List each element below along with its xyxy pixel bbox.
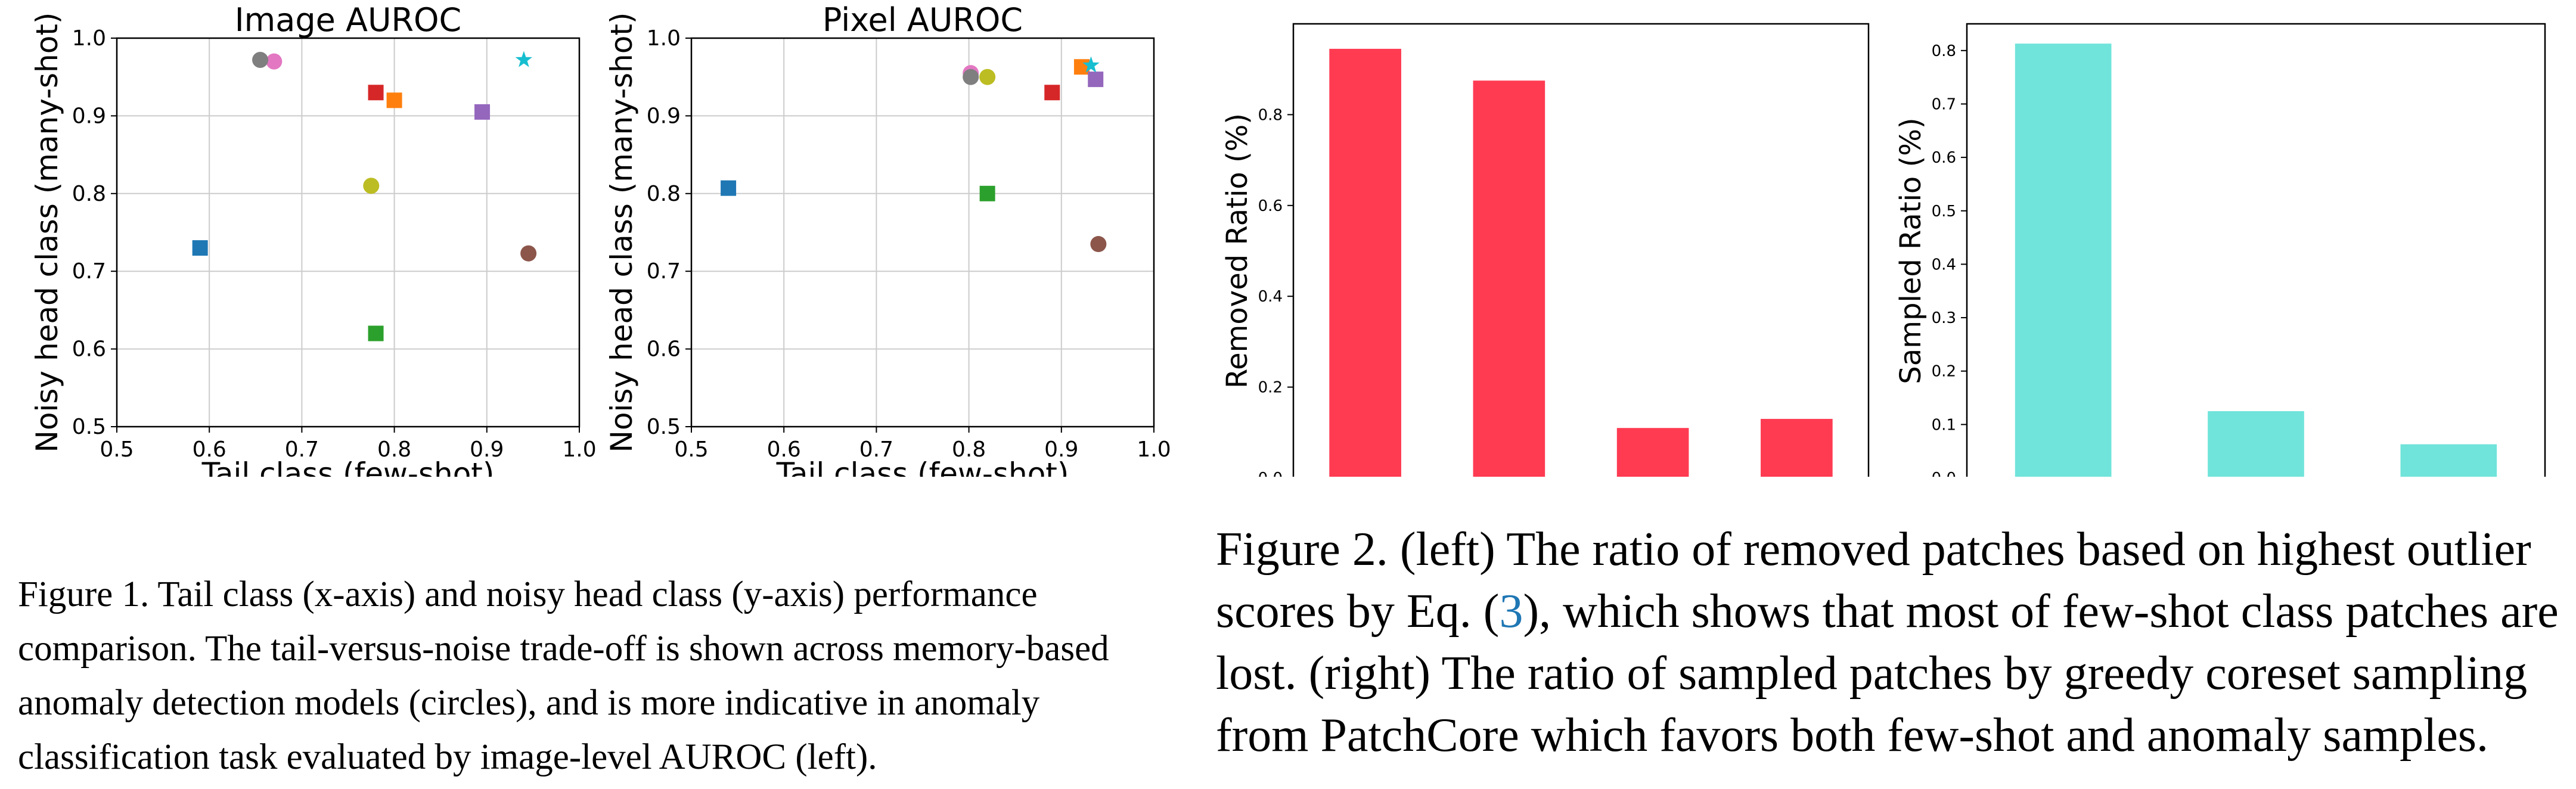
y-tick-label: 0.6: [72, 337, 106, 362]
point-patchcore: [1090, 236, 1107, 253]
x-tick-label: 0.8: [952, 437, 986, 462]
plot-frame: [1966, 23, 2546, 477]
y-tick-label: 0.9: [647, 104, 681, 128]
bar-many-shot: [1761, 418, 1833, 477]
point-efficientad: [368, 85, 384, 101]
y-tick-label: 0.4: [1258, 288, 1283, 306]
x-tick-label: 0.7: [859, 437, 893, 462]
y-tick-label: 0.8: [72, 182, 106, 206]
x-tick-label: 0.5: [100, 437, 134, 462]
point-winclip: [368, 325, 384, 341]
y-tick-label: 0.0: [1932, 470, 1956, 477]
figure-charts: 0.5 0.6 0.7 0.8 0.9 1.0 0.5 0.6 0.7 0.8 0.9 1.0 Imag…: [30, 1, 2546, 477]
y-tick-label: 0.8: [1932, 42, 1956, 60]
figure-1-caption: Figure 1. Tail class (x-axis) and noisy …: [18, 574, 1109, 777]
x-tick-label: 0.9: [470, 437, 504, 462]
y-tick-label: 0.4: [1932, 256, 1956, 274]
plot-frame: [1292, 23, 1870, 477]
bar-many-shot: [2015, 44, 2112, 477]
point-tailedcore-ours: [515, 51, 533, 67]
point-softpatch-no-weight: [252, 52, 269, 69]
bar-anomaly: [2400, 444, 2497, 477]
point-tailedcore-ours: [1082, 56, 1100, 73]
point-patchcore: [520, 245, 537, 262]
y-tick-label: 0.1: [1932, 416, 1956, 434]
point-padim: [979, 69, 996, 85]
x-tick-label: 0.7: [285, 437, 319, 462]
point-simplenet: [721, 180, 737, 196]
point-efficientad: [1044, 85, 1060, 101]
x-tick-label: 1.0: [1137, 437, 1171, 462]
y-tick-label: 0.2: [1258, 379, 1283, 397]
x-tick-label: 1.0: [562, 437, 596, 462]
y-axis-label: Noisy head class (many-shot): [30, 13, 64, 453]
x-axis-label: Tail class (few-shot): [776, 456, 1069, 477]
y-tick-label: 0.7: [72, 259, 106, 284]
x-tick-label: 0.9: [1044, 437, 1078, 462]
y-tick-label: 1.0: [72, 26, 106, 51]
y-axis-label: Sampled Ratio (%): [1894, 117, 1928, 384]
image-auroc-chart: 0.5 0.6 0.7 0.8 0.9 1.0 0.5 0.6 0.7 0.8 0.9 1.0 Imag…: [30, 1, 597, 477]
x-tick-label: 0.5: [674, 437, 708, 462]
figure-2-caption: Figure 2. (left) The ratio of removed pa…: [1216, 518, 2569, 766]
pixel-auroc-chart: 0.5 0.6 0.7 0.8 0.9 1.0 0.5 0.6 0.7 0.8 0.9 1.0 Pixe…: [604, 1, 1171, 477]
figure-2-caption-text-start: Figure 2. (left) The ratio of removed pa…: [1216, 523, 2531, 638]
y-tick-label: 1.0: [647, 26, 681, 51]
y-axis-label: Noisy head class (many-shot): [604, 13, 639, 453]
removed-ratio-chart: AnomalyFew-shotMedium-shotMany-shot0.00.…: [1221, 23, 1870, 477]
y-tick-label: 0.6: [1258, 197, 1283, 215]
point-simplenet: [192, 240, 208, 256]
point-softpatch-no-weight: [963, 69, 979, 85]
y-tick-label: 0.2: [1932, 363, 1956, 381]
x-tick-label: 0.8: [377, 437, 411, 462]
point-softpatch: [266, 53, 283, 70]
y-tick-label: 0.0: [1258, 470, 1283, 477]
equation-reference-link[interactable]: 3: [1499, 585, 1523, 638]
x-axis-label: Tail class (few-shot): [201, 456, 495, 477]
point-hvq: [474, 104, 491, 120]
figure-2-caption-text-end: ), which shows that most of few-shot cla…: [1216, 585, 2559, 762]
bar-medium-shot: [1616, 428, 1689, 477]
sampled-ratio-chart: Many-shotFew-shotAnomaly0.00.10.20.30.40…: [1894, 23, 2546, 477]
chart-title: Image AUROC: [235, 1, 461, 39]
y-tick-label: 0.5: [1932, 203, 1956, 220]
y-tick-label: 0.6: [647, 337, 681, 362]
plot-frame: [690, 37, 1155, 428]
plot-frame: [116, 37, 581, 428]
point-winclip: [979, 185, 995, 201]
y-tick-label: 0.7: [1932, 95, 1956, 113]
point-hvq: [1088, 72, 1104, 88]
y-tick-label: 0.7: [647, 259, 681, 284]
point-uniad: [1073, 59, 1090, 75]
x-tick-label: 0.6: [767, 437, 801, 462]
y-axis-label: Removed Ratio (%): [1221, 113, 1254, 389]
y-tick-label: 0.8: [1258, 106, 1283, 124]
x-tick-label: 0.6: [193, 437, 226, 462]
point-uniad: [386, 92, 402, 108]
y-tick-label: 0.9: [72, 104, 106, 128]
bar-few-shot: [1473, 80, 1545, 477]
y-tick-label: 0.8: [647, 182, 681, 206]
y-tick-label: 0.5: [72, 415, 106, 439]
bar-few-shot: [2208, 411, 2304, 477]
y-tick-label: 0.6: [1932, 149, 1956, 167]
bar-anomaly: [1329, 48, 1401, 477]
y-tick-label: 0.5: [647, 415, 681, 439]
y-tick-label: 0.3: [1932, 309, 1956, 327]
point-padim: [363, 178, 380, 194]
chart-title: Pixel AUROC: [823, 1, 1023, 39]
